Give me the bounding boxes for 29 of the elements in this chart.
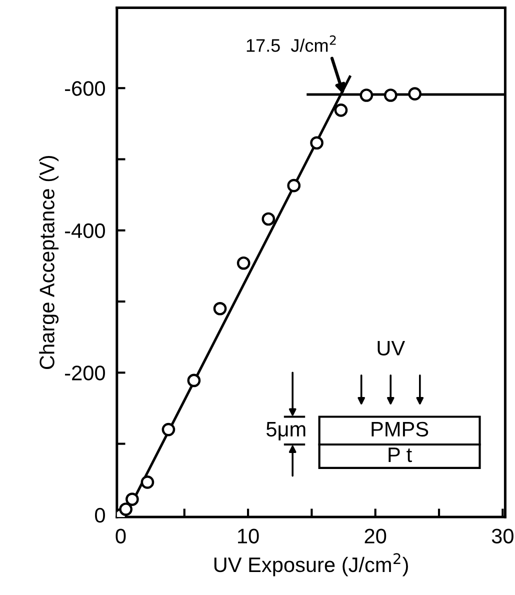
annotation: 17.5 J/cm$^{2}$ xyxy=(246,35,336,52)
point xyxy=(140,476,154,489)
point xyxy=(334,104,348,117)
x-tick-label: 30 xyxy=(492,528,514,544)
x-tick-label: 10 xyxy=(238,528,259,544)
point xyxy=(287,178,301,192)
point xyxy=(126,492,139,506)
y-tick-label: -200 xyxy=(65,366,105,380)
point xyxy=(236,256,250,270)
point xyxy=(408,87,422,100)
annotation: PMPS xyxy=(372,422,428,437)
y-tick-label: -600 xyxy=(65,81,105,96)
annotation: UV xyxy=(378,340,406,356)
annotation: P t xyxy=(388,448,412,462)
y-tick-label: -400 xyxy=(65,223,105,238)
point xyxy=(262,212,276,226)
point xyxy=(119,502,132,516)
point xyxy=(360,88,374,102)
y-axis-title: Charge Acceptance (V) xyxy=(39,156,59,370)
point xyxy=(213,302,227,316)
y-tick-label: 0 xyxy=(95,508,105,523)
x-axis-title: UV Exposure (J/cm$^{2}$) xyxy=(214,553,408,576)
annotation: 5μm xyxy=(266,422,306,440)
point xyxy=(384,88,398,102)
x-tick-label: 20 xyxy=(364,528,386,544)
point xyxy=(310,136,324,150)
point xyxy=(187,374,201,388)
x-tick-label: 0 xyxy=(116,528,126,544)
point xyxy=(162,422,176,436)
